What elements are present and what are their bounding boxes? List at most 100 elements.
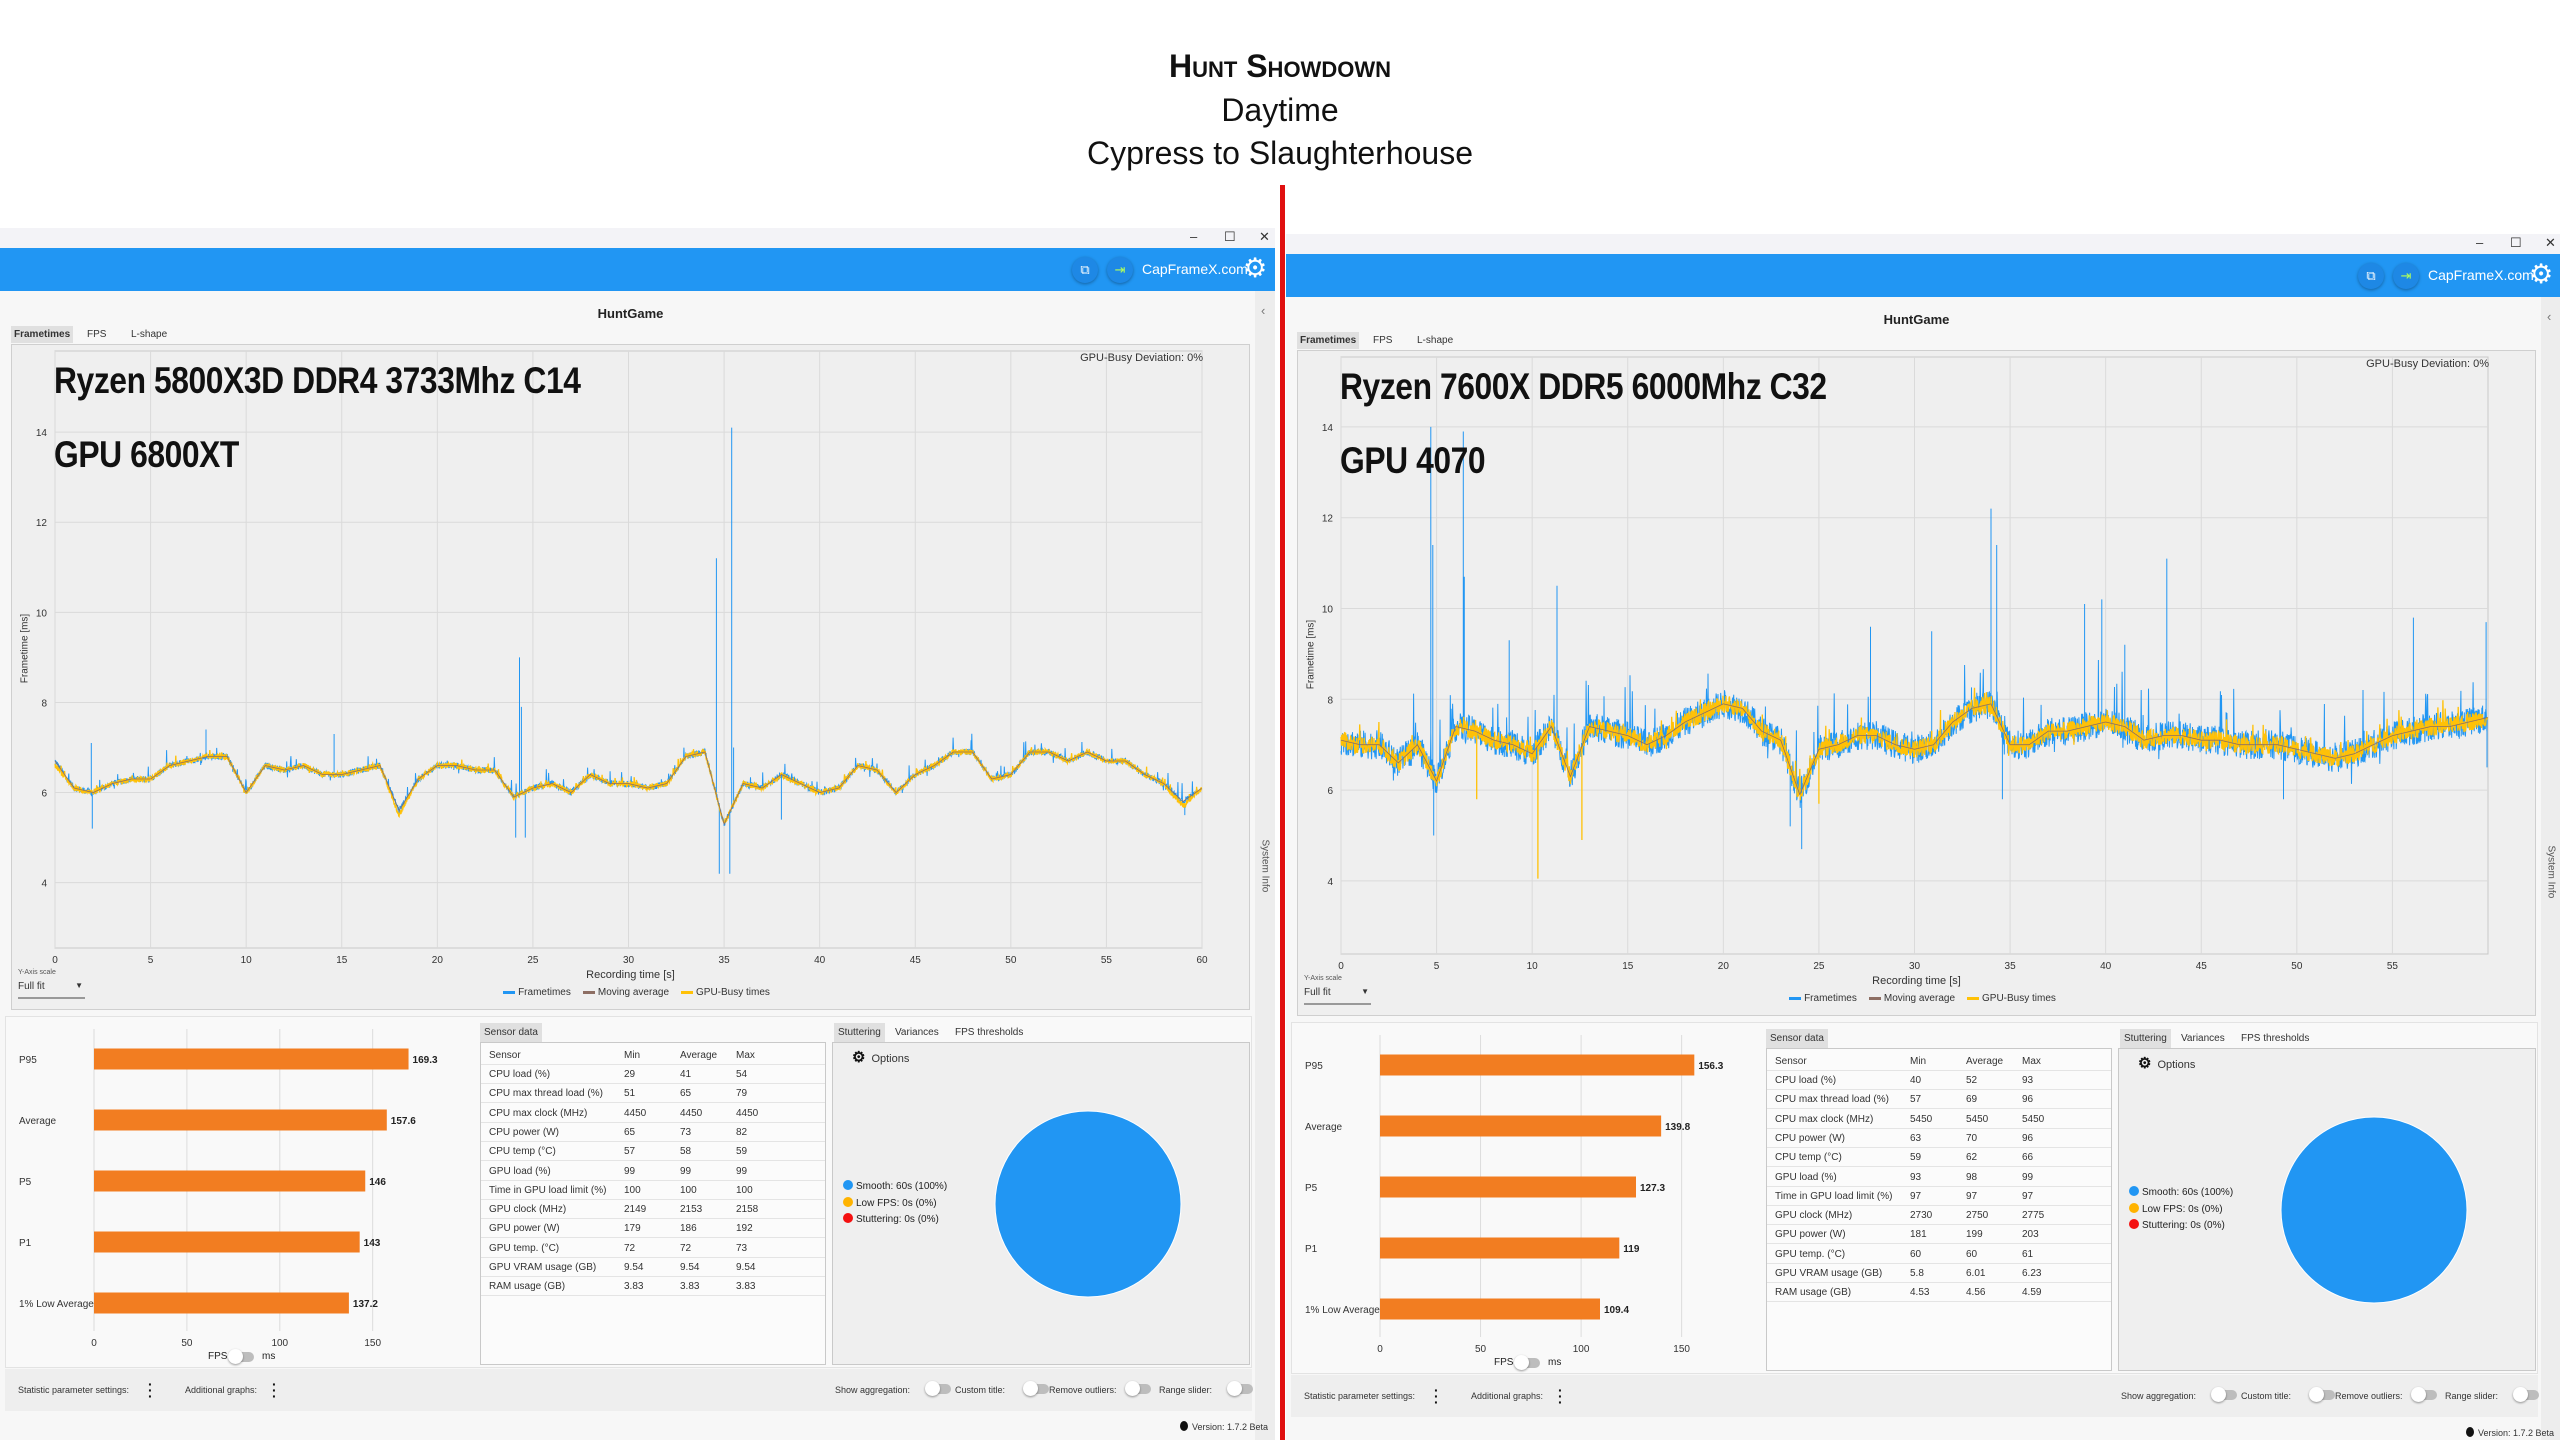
tab-fps[interactable]: FPS [87,329,107,340]
tab-variances[interactable]: Variances [895,1027,939,1038]
sensor-name: CPU load (%) [489,1069,551,1080]
tab-fpsthresholds[interactable]: FPS thresholds [2241,1033,2310,1044]
close-button[interactable]: ✕ [2545,235,2556,250]
close-button[interactable]: ✕ [1259,229,1270,244]
maximize-button[interactable]: ☐ [1224,229,1236,244]
capframex-link[interactable]: CapFrameX.com [2428,267,2534,283]
x-tick-label: 55 [2387,961,2399,972]
minimize-button[interactable]: – [1190,229,1198,244]
fps-bar [94,1231,360,1253]
range-slider-toggle[interactable] [2513,1387,2539,1402]
additional-graphs-menu-icon[interactable]: · · · [1558,1382,1563,1410]
stat-settings-menu-icon[interactable]: · · · [148,1376,153,1404]
y-tick-label: 4 [1327,877,1333,888]
gpu-busy-deviation: GPU-Busy Deviation: 0% [2366,358,2489,370]
tab-lshape[interactable]: L-shape [1417,335,1454,346]
capframex-window: – ☐ ✕ ⧉ ⇥ CapFrameX.com ⚙ ‹ System Info HuntGame F… [1286,234,2560,1440]
info-icon [1180,1421,1188,1431]
sensor-value: 3.83 [680,1281,700,1293]
system-info-panel[interactable]: ‹ System Info [2541,297,2560,1440]
sensor-value: 60 [1966,1248,1978,1260]
options-button[interactable]: ⚙ Options [852,1048,909,1066]
sensor-value: 192 [736,1223,753,1235]
tab-variances[interactable]: Variances [2181,1033,2225,1044]
settings-gear-icon[interactable]: ⚙ [2529,259,2554,289]
sensor-value: 3.83 [624,1281,644,1293]
toggle-knob [228,1349,243,1364]
custom-title-toggle[interactable] [2309,1387,2335,1402]
sensor-table: Sensor Min Average Max CPU load (%) 29 41 54 CPU… [480,1042,826,1365]
login-button[interactable]: ⇥ [1107,257,1133,283]
fps-bar [1380,1176,1636,1198]
show-aggregation-toggle[interactable] [925,1381,951,1396]
sensor-value: 59 [1910,1152,1922,1164]
options-button[interactable]: ⚙ Options [2138,1054,2195,1072]
tab-stuttering[interactable]: Stuttering [834,1023,885,1042]
bar-value-label: 139.8 [1665,1122,1690,1133]
capframex-link[interactable]: CapFrameX.com [1142,261,1248,277]
bar-category-label: P1 [19,1238,32,1249]
x-tick-label: 30 [1909,961,1921,972]
custom-title-toggle[interactable] [1023,1381,1049,1396]
y-axis-scale-dropdown[interactable]: Full fit ▼ [1304,987,1371,1005]
settings-gear-icon[interactable]: ⚙ [1243,253,1268,283]
overlay-cpu-ram-text: Ryzen 7600X DDR5 6000Mhz C32 [1340,366,1827,407]
screenshot-button[interactable]: ⧉ [2358,263,2384,289]
sensor-value: 5450 [2022,1113,2045,1125]
screenshot-button[interactable]: ⧉ [1072,257,1098,283]
sensor-value: 99 [2022,1171,2034,1183]
tab-frametimes[interactable]: Frametimes [1297,332,1360,349]
bar-axis-tick-label: 150 [364,1338,381,1349]
sensor-value: 73 [680,1126,692,1138]
tab-frametimes[interactable]: Frametimes [11,326,74,343]
table-row: CPU load (%) 40 52 93 [1767,1071,2111,1090]
additional-graphs-menu-icon[interactable]: · · · [272,1376,277,1404]
system-info-panel[interactable]: ‹ System Info [1255,291,1275,1440]
range-slider-toggle[interactable] [1227,1381,1253,1396]
series-moving-average [54,751,1202,826]
x-tick-label: 0 [1338,961,1344,972]
tab-sensor-data[interactable]: Sensor data [1766,1029,1828,1048]
tab-fps[interactable]: FPS [1373,335,1393,346]
sensor-value: 100 [680,1184,697,1196]
remove-outliers-toggle[interactable] [1125,1381,1151,1396]
legend-dot [2129,1219,2139,1229]
tab-fpsthresholds[interactable]: FPS thresholds [955,1027,1024,1038]
chevron-left-icon[interactable]: ‹ [1261,303,1266,318]
tab-stuttering[interactable]: Stuttering [2120,1029,2171,1048]
fps-bar [94,1109,387,1131]
x-tick-label: 35 [719,955,731,966]
login-icon: ⇥ [2400,268,2412,283]
y-tick-label: 8 [41,698,47,709]
fps-bar [1380,1054,1695,1076]
dropdown-arrow-icon: ▼ [1361,987,1369,996]
footer-bar: Statistic parameter settings: · · · Addition… [1291,1375,2539,1417]
fps-ms-toggle[interactable] [228,1349,254,1364]
bar-category-label: P5 [1305,1183,1318,1194]
sensor-value: 97 [1910,1190,1922,1202]
bar-category-label: P1 [1305,1244,1318,1255]
table-row: CPU max clock (MHz) 4450 4450 4450 [481,1104,825,1123]
show-aggregation-toggle[interactable] [2211,1387,2237,1402]
page-subtitle: Daytime [1221,92,1339,128]
sensor-value: 93 [2022,1075,2034,1086]
fps-ms-toggle[interactable] [1514,1355,1540,1370]
bar-category-label: P5 [19,1177,32,1188]
sensor-value: 4450 [736,1107,759,1119]
tab-sensor-data[interactable]: Sensor data [480,1023,542,1042]
custom-title-label: Custom title: [2241,1391,2292,1401]
chevron-left-icon[interactable]: ‹ [2547,309,2552,324]
remove-outliers-toggle[interactable] [2411,1387,2437,1402]
sensor-name: GPU power (W) [1775,1229,1846,1241]
minimize-button[interactable]: – [2476,235,2484,250]
stat-settings-menu-icon[interactable]: · · · [1434,1382,1439,1410]
login-button[interactable]: ⇥ [2393,263,2419,289]
tab-lshape[interactable]: L-shape [131,329,168,340]
maximize-button[interactable]: ☐ [2510,235,2522,250]
sensor-name: CPU power (W) [1775,1132,1846,1144]
y-tick-label: 12 [1322,514,1334,525]
table-row: CPU max thread load (%) 51 65 79 [481,1084,825,1104]
toggle-knob [925,1381,940,1396]
sensor-name: GPU VRAM usage (GB) [489,1262,597,1273]
y-axis-scale-dropdown[interactable]: Full fit ▼ [18,981,85,999]
